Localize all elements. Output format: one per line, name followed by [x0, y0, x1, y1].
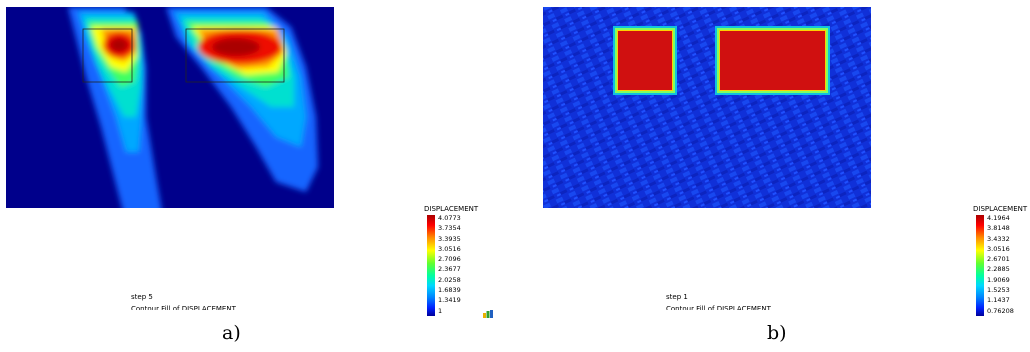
legend-tick: 3.7354: [438, 224, 461, 233]
legend-b: DISPLACEMENT 4.1964 3.8148 3.4332 3.0516…: [973, 205, 1030, 318]
legend-tick: 3.4332: [987, 234, 1010, 243]
legend-title: DISPLACEMENT: [973, 205, 1028, 213]
legend-title: DISPLACEMENT: [424, 205, 479, 213]
color-scale-bar: [976, 215, 984, 316]
figure-panel-b: DISPLACEMENT 4.1964 3.8148 3.4332 3.0516…: [515, 0, 1030, 352]
legend-tick: 1: [438, 306, 443, 315]
legend-tick: 3.0516: [438, 244, 461, 253]
legend-tick: 0.76208: [987, 306, 1014, 315]
legend-tick: 1.5253: [987, 286, 1010, 295]
displacement-contour-plot-b: [543, 7, 871, 208]
figure-panel-a: DISPLACEMENT 4.0773 3.7354 3.3935 3.0516…: [6, 7, 504, 344]
displacement-contour-plot-a: [6, 7, 334, 208]
color-scale-bar: [427, 215, 435, 316]
legend-tick: 2.7096: [438, 255, 461, 264]
step-caption: step 1: [666, 293, 688, 301]
contour-caption: Contour Fill of DISPLACEMENT: [666, 305, 771, 310]
legend-tick: 3.3935: [438, 234, 461, 243]
legend-tick: 2.0258: [438, 275, 461, 284]
legend-a: DISPLACEMENT 4.0773 3.7354 3.3935 3.0516…: [424, 205, 504, 318]
legend-tick: 4.1964: [987, 214, 1010, 222]
legend-tick: 2.3677: [438, 265, 461, 274]
gid-logo-icon: [483, 310, 493, 318]
legend-tick: 1.1437: [987, 296, 1010, 305]
legend-tick: 1.6839: [438, 286, 461, 295]
legend-tick: 2.2885: [987, 265, 1010, 274]
legend-tick: 3.0516: [987, 244, 1010, 253]
step-caption: step 5: [131, 293, 153, 301]
subfigure-label: b): [767, 322, 787, 344]
contour-caption: Contour Fill of DISPLACEMENT: [131, 305, 236, 310]
legend-tick: 1.9069: [987, 275, 1010, 284]
legend-tick: 4.0773: [438, 214, 461, 222]
subfigure-label: a): [222, 322, 241, 344]
legend-tick: 2.6701: [987, 255, 1010, 264]
legend-tick: 3.8148: [987, 224, 1010, 233]
legend-tick: 1.3419: [438, 296, 461, 305]
